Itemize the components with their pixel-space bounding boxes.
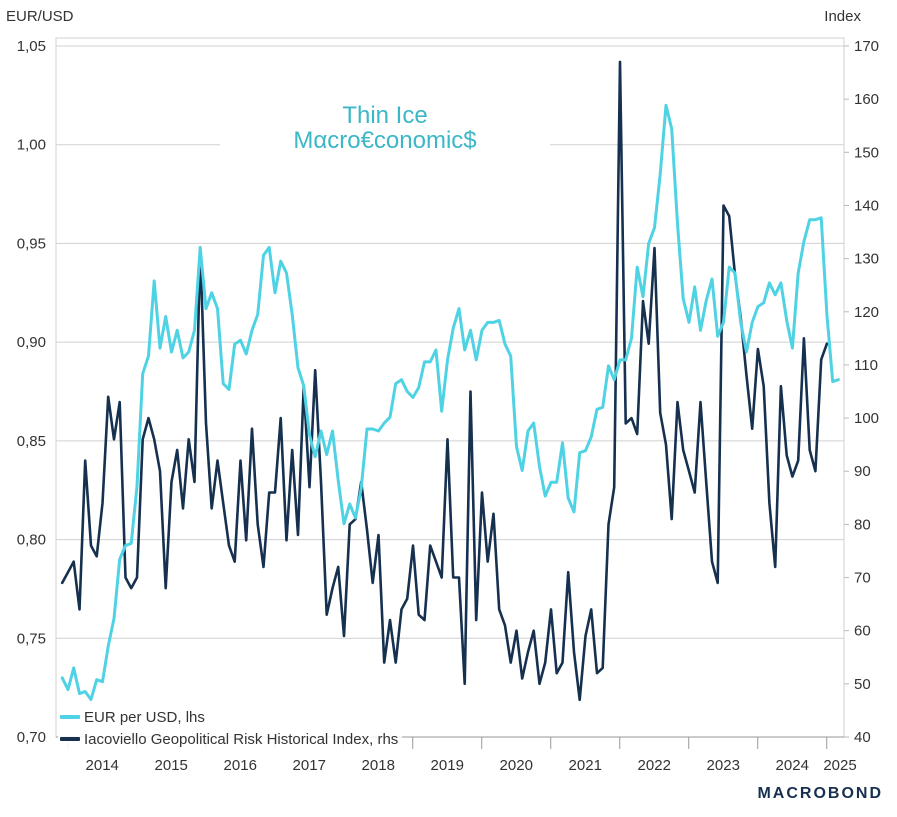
right-tick-label: 60 <box>854 623 871 640</box>
legend-item-gpr: Iacoviello Geopolitical Risk Historical … <box>60 728 398 750</box>
series-line-geopolitical-risk <box>60 60 829 702</box>
series-line-eur-per-usd <box>60 103 840 701</box>
x-tick-label: 2016 <box>224 757 257 774</box>
left-tick-label: 0,95 <box>17 235 46 252</box>
left-tick-label: 0,75 <box>17 630 46 647</box>
x-tick-label: 2014 <box>86 757 119 774</box>
right-tick-label: 170 <box>854 38 879 55</box>
right-tick-label: 150 <box>854 144 879 161</box>
chart-legend: EUR per USD, lhs Iacoviello Geopolitical… <box>58 704 403 752</box>
chart-series <box>60 60 840 702</box>
watermark-logo: Thin Ice Mαcro€conomic$ <box>220 100 550 155</box>
x-tick-label: 2019 <box>431 757 464 774</box>
x-tick-label: 2024 <box>776 757 809 774</box>
left-tick-label: 0,70 <box>17 729 46 746</box>
watermark-line-2: Mαcro€conomic$ <box>293 127 477 154</box>
right-tick-label: 140 <box>854 197 879 214</box>
left-axis-ticks: 0,70 0,75 0,80 0,85 0,90 0,95 1,00 1,05 <box>17 38 46 746</box>
legend-item-eur: EUR per USD, lhs <box>60 706 398 728</box>
left-tick-label: 0,85 <box>17 433 46 450</box>
right-tick-label: 120 <box>854 304 879 321</box>
legend-swatch-gpr <box>60 737 80 741</box>
legend-label-eur: EUR per USD, lhs <box>84 708 205 726</box>
x-tick-label: 2025 <box>823 757 856 774</box>
x-tick-label: 2023 <box>707 757 740 774</box>
right-tick-label: 90 <box>854 463 871 480</box>
x-tick-label: 2015 <box>155 757 188 774</box>
right-tick-label: 80 <box>854 516 871 533</box>
left-tick-label: 0,90 <box>17 334 46 351</box>
right-tick-label: 100 <box>854 410 879 427</box>
x-tick-label: 2017 <box>293 757 326 774</box>
legend-swatch-eur <box>60 715 80 719</box>
legend-label-gpr: Iacoviello Geopolitical Risk Historical … <box>84 730 399 748</box>
watermark-line-1: Thin Ice <box>342 102 428 129</box>
x-tick-label: 2021 <box>569 757 602 774</box>
right-axis-title: Index <box>824 8 861 25</box>
left-tick-label: 0,80 <box>17 532 46 549</box>
right-tick-label: 110 <box>854 357 878 374</box>
left-axis-title: EUR/USD <box>6 8 74 25</box>
left-tick-label: 1,05 <box>17 38 46 55</box>
right-tick-label: 40 <box>854 729 871 746</box>
right-tick-label: 130 <box>854 251 879 268</box>
right-tick-label: 50 <box>854 676 871 693</box>
right-axis-ticks: 40 50 60 70 80 90 100 110 120 130 140 150 160 170 <box>844 38 879 746</box>
right-tick-label: 160 <box>854 91 879 108</box>
x-tick-label: 2022 <box>638 757 671 774</box>
macrobond-logo: MACROBOND <box>757 785 883 802</box>
left-tick-label: 1,00 <box>17 137 46 154</box>
x-tick-label: 2018 <box>362 757 395 774</box>
right-tick-label: 70 <box>854 570 871 587</box>
x-tick-label: 2020 <box>500 757 533 774</box>
